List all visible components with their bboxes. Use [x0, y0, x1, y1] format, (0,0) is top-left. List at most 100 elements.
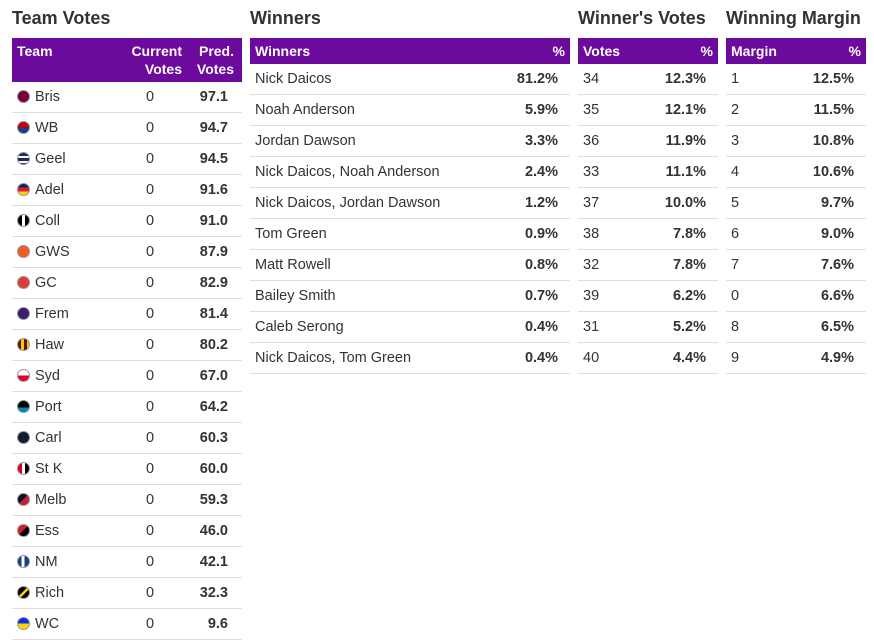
team-icon	[17, 90, 30, 103]
table-cell: 12.1%	[638, 94, 718, 126]
table-cell: Bailey Smith	[250, 280, 500, 312]
table-cell: 4.9%	[786, 342, 866, 374]
table-cell: 10.0%	[638, 187, 718, 219]
cell-text: 36	[583, 133, 600, 149]
cell-text: 0	[145, 182, 155, 198]
table-row: 34 12.3%	[578, 64, 718, 95]
column-header: %	[500, 38, 570, 64]
table-row: Nick Daicos 81.2%	[250, 64, 570, 95]
table-cell: 6	[726, 218, 786, 250]
cell-text: Port	[35, 399, 62, 415]
cell-text: 9.7%	[820, 195, 854, 211]
table-cell: 0	[110, 298, 190, 330]
cell-text: 0.8%	[524, 257, 558, 273]
table-row: 3 10.8%	[726, 125, 866, 157]
table-cell: 12.5%	[786, 64, 866, 95]
cell-text: 12.3%	[664, 71, 706, 87]
cell-text: 31	[583, 319, 600, 335]
table-block: Winner's Votes Votes% 34 12.3% 35 12.1% 36 11.9…	[578, 6, 718, 374]
cell-text: 8	[731, 319, 740, 335]
cell-text: 2.4%	[524, 164, 558, 180]
table-cell: Ess	[12, 515, 110, 547]
cell-text: 35	[583, 102, 600, 118]
cell-text: 2	[731, 102, 740, 118]
table-cell: 0	[110, 236, 190, 268]
cell-text: 97.1	[199, 89, 228, 105]
table-cell: 7	[726, 249, 786, 281]
table-row: 31 5.2%	[578, 311, 718, 343]
table-row: 1 12.5%	[726, 64, 866, 95]
table-cell: 9	[726, 342, 786, 374]
table-cell: 94.5	[190, 143, 242, 175]
table-cell: 87.9	[190, 236, 242, 268]
cell-text: 10.0%	[664, 195, 706, 211]
cell-text: Haw	[35, 337, 65, 353]
table-cell: 3	[726, 125, 786, 157]
column-header: Margin	[726, 38, 786, 64]
cell-text: GWS	[35, 244, 70, 260]
table-row: Bris 0 97.1	[12, 82, 242, 113]
table-cell: 0	[110, 546, 190, 578]
cell-text: 11.5%	[813, 102, 854, 118]
table-cell: 0.4%	[500, 342, 570, 374]
table-body: 34 12.3% 35 12.1% 36 11.9% 33 11.1% 37 10.0% 38 7.8…	[578, 64, 718, 374]
table-title: Team Votes	[12, 8, 111, 28]
table-cell: 0	[110, 515, 190, 547]
cell-text: 10.8%	[812, 133, 854, 149]
table-cell: 3.3%	[500, 125, 570, 157]
table-body: Bris 0 97.1 WB 0 94.7 Geel 0 94.5 Adel 0 91.6 Coll 0 9…	[12, 82, 242, 640]
table-cell: Tom Green	[250, 218, 500, 250]
team-icon	[17, 307, 30, 320]
table-cell: WC	[12, 608, 110, 640]
header-row: Margin%	[726, 38, 866, 64]
table-cell: 5.2%	[638, 311, 718, 343]
table-cell: WB	[12, 112, 110, 144]
table-cell: Coll	[12, 205, 110, 237]
table-cell: 59.3	[190, 484, 242, 516]
table-cell: 36	[578, 125, 638, 157]
table-row: Noah Anderson 5.9%	[250, 94, 570, 126]
table-cell: 82.9	[190, 267, 242, 299]
table-cell: 39	[578, 280, 638, 312]
table-cell: 6.2%	[638, 280, 718, 312]
table-cell: 6.5%	[786, 311, 866, 343]
cell-text: 11.1%	[665, 164, 706, 180]
cell-text: Bris	[35, 89, 60, 105]
cell-text: 60.3	[199, 430, 228, 446]
cell-text: 0	[145, 430, 155, 446]
table-cell: Melb	[12, 484, 110, 516]
table-cell: 60.0	[190, 453, 242, 485]
team-icon	[17, 338, 30, 351]
table-cell: Nick Daicos, Tom Green	[250, 342, 500, 374]
cell-text: 6.5%	[820, 319, 854, 335]
table-cell: 7.8%	[638, 249, 718, 281]
cell-text: Matt Rowell	[255, 257, 331, 273]
cell-text: Nick Daicos	[255, 71, 332, 87]
cell-text: 0	[145, 89, 155, 105]
table-row: 9 4.9%	[726, 342, 866, 374]
cell-text: 0	[145, 120, 155, 136]
team-icon	[17, 121, 30, 134]
cell-text: 39	[583, 288, 600, 304]
cell-text: St K	[35, 461, 63, 477]
table-cell: 0.8%	[500, 249, 570, 281]
table-cell: 0	[110, 608, 190, 640]
table-cell: 0	[110, 484, 190, 516]
table-cell: 0	[110, 453, 190, 485]
cell-text: WB	[35, 120, 59, 136]
cell-text: 1.2%	[524, 195, 558, 211]
table-cell: 0	[110, 391, 190, 423]
table-row: Haw 0 80.2	[12, 329, 242, 361]
cell-text: 0.4%	[524, 350, 558, 366]
table-cell: 9.7%	[786, 187, 866, 219]
cell-text: 0	[145, 554, 155, 570]
table-cell: 1	[726, 64, 786, 95]
table-block: Team Votes Team Current Votes Pred. Votes Br…	[12, 6, 242, 640]
cell-text: Melb	[35, 492, 67, 508]
cell-text: NM	[35, 554, 58, 570]
cell-text: 80.2	[199, 337, 228, 353]
cell-text: Noah Anderson	[255, 102, 355, 118]
table-cell: Nick Daicos	[250, 64, 500, 95]
table-cell: 0	[110, 82, 190, 113]
table-row: WC 0 9.6	[12, 608, 242, 640]
